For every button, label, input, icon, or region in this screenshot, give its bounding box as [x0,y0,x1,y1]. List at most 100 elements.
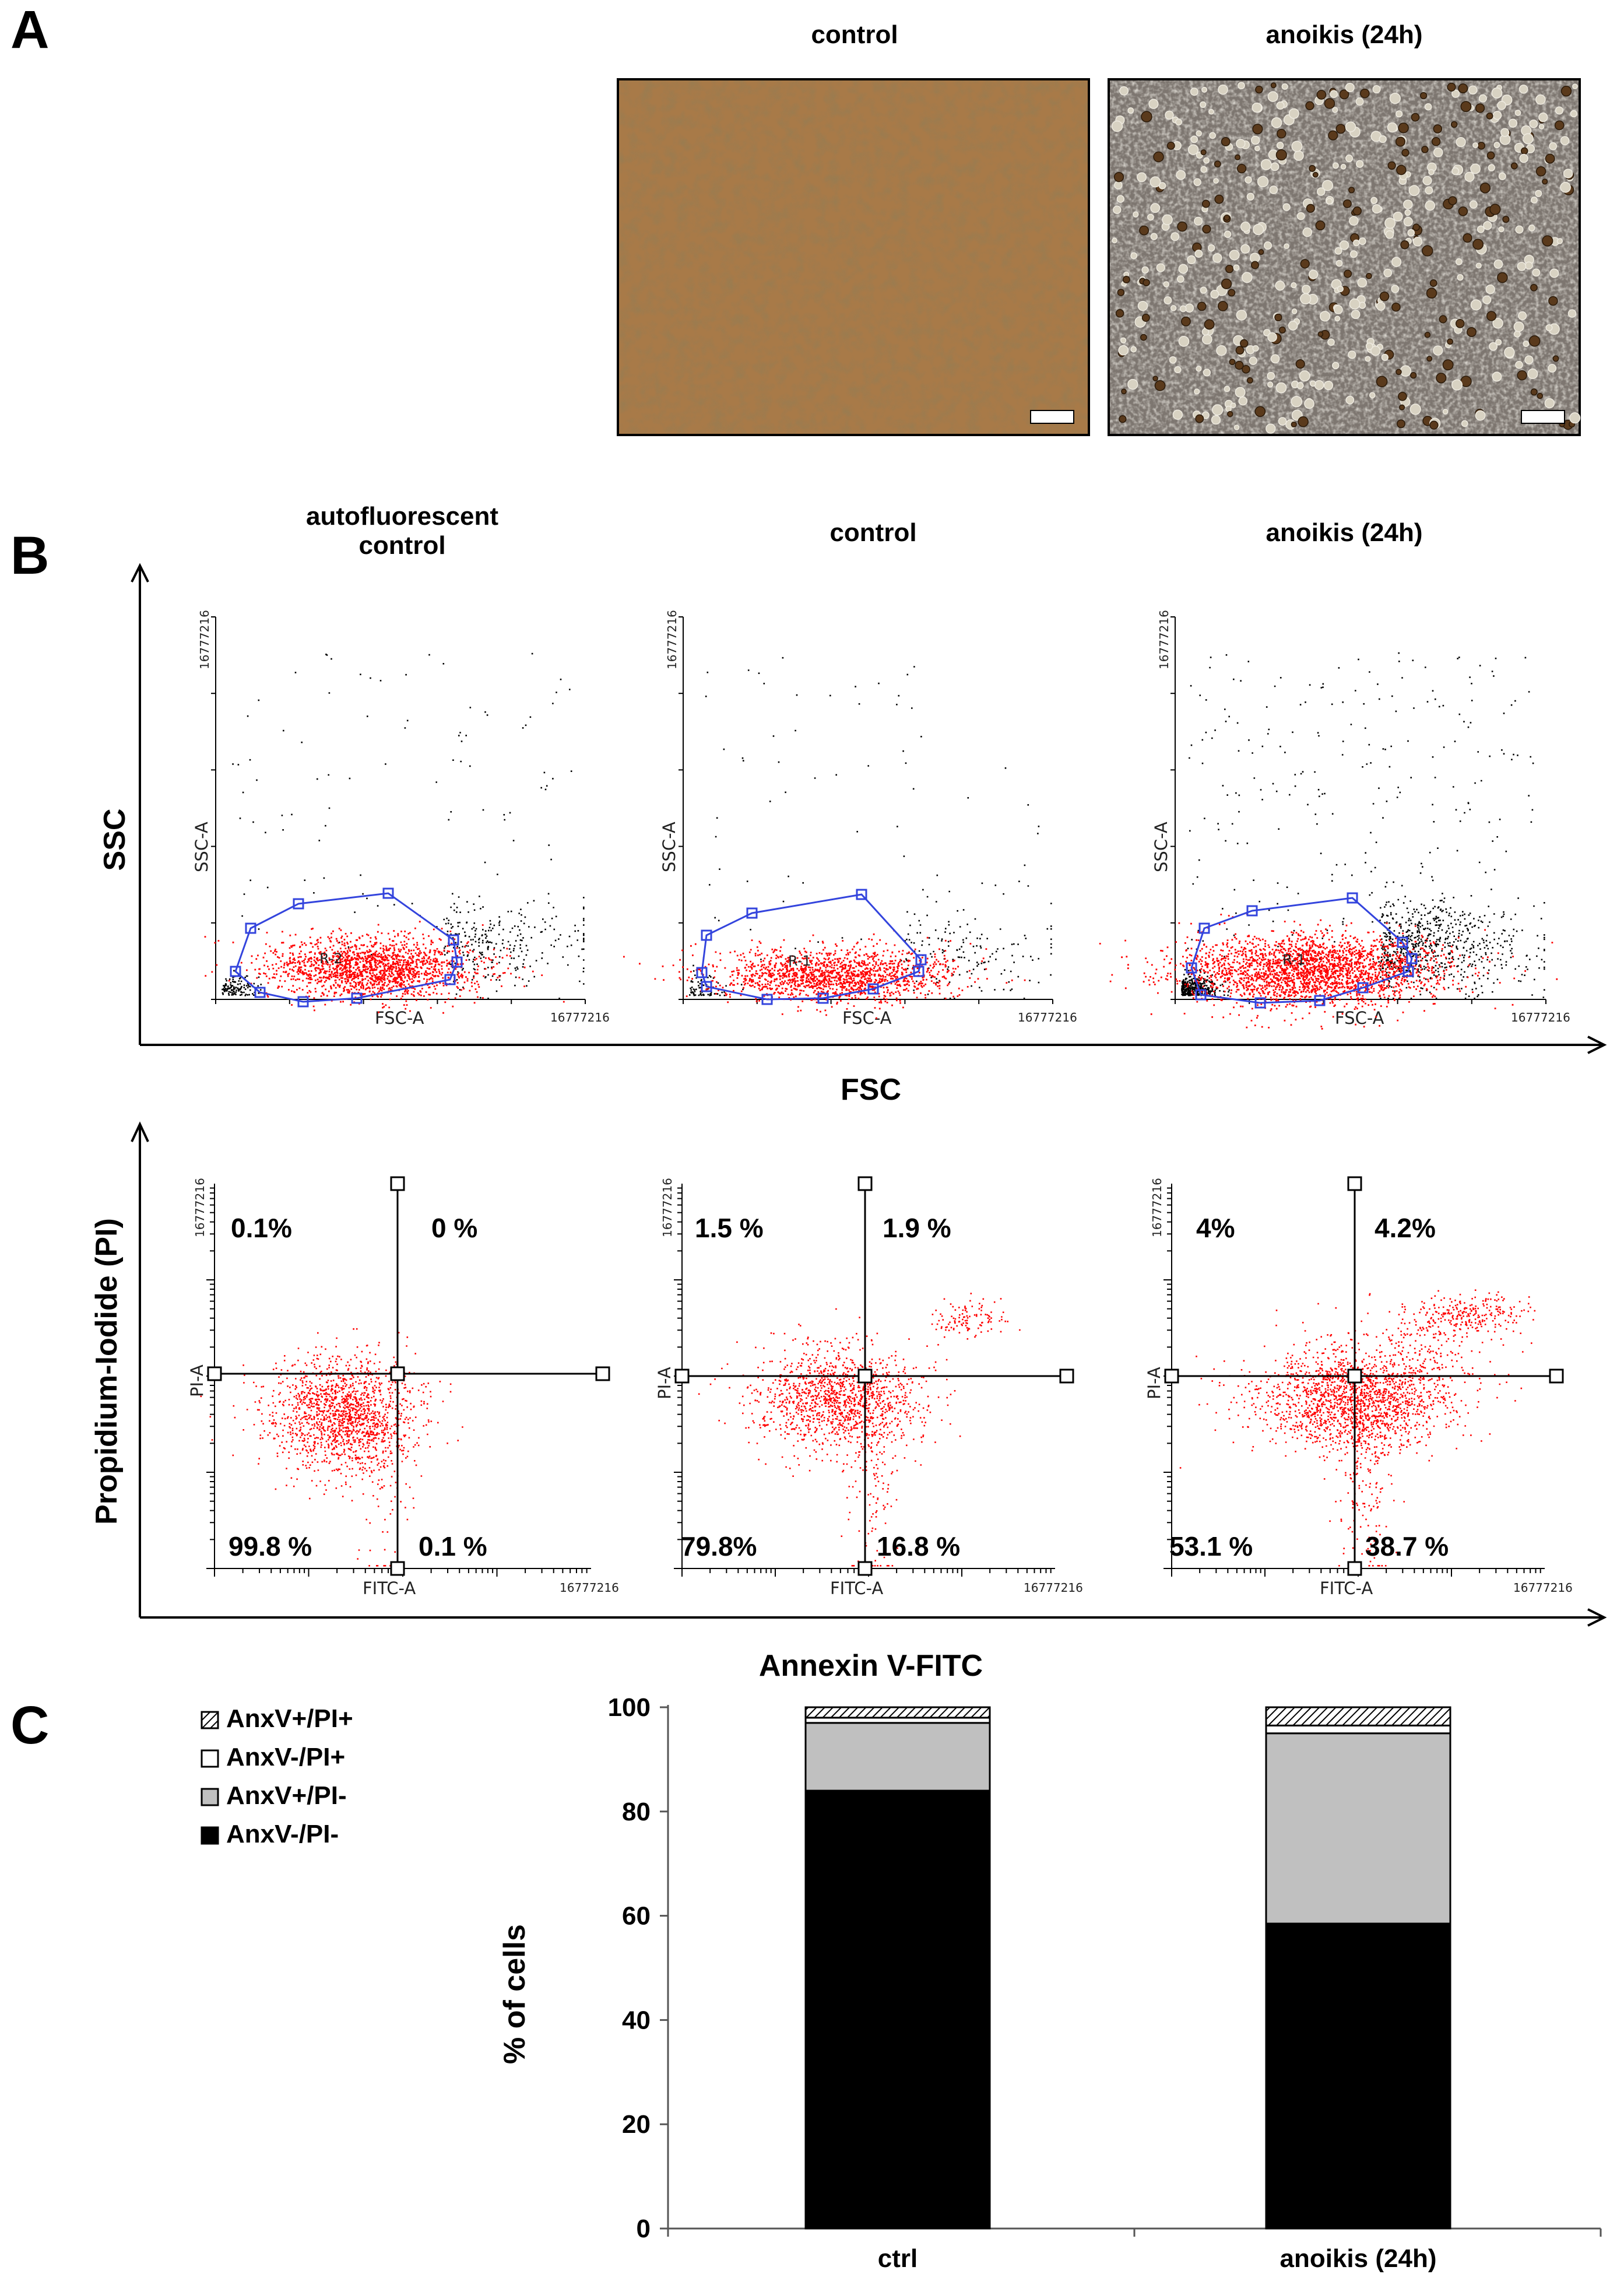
cell [1356,160,1364,168]
gate-handle [1195,989,1207,1001]
cell [1412,237,1423,247]
cell [1395,136,1406,147]
y-axis-max: 16777216 [193,1178,207,1237]
cell [1460,101,1472,113]
cell [1270,162,1279,171]
cell [1502,216,1510,223]
y-axis-max: 16777216 [1157,610,1171,669]
cell [1162,214,1173,226]
cell [1218,84,1228,95]
cell [1486,311,1497,321]
cell [1548,296,1558,306]
cell [1246,377,1253,384]
gate-handle [1406,953,1418,964]
cell [1284,243,1289,250]
cell [1252,345,1259,352]
gate-handle [696,967,708,978]
gate-handle [915,954,927,966]
cell [1500,128,1510,137]
cell [1542,235,1553,247]
cell [1236,138,1246,149]
cell [1221,137,1231,146]
cell [1190,135,1198,143]
cell [1510,162,1518,170]
gate-label: R-1 [1282,952,1306,968]
cell [1488,164,1495,171]
cell [1555,106,1564,115]
cell [1485,285,1495,294]
cell [1300,293,1312,305]
cell [1391,302,1401,312]
cell [1210,290,1219,299]
cell [1217,301,1228,311]
annexin-pi-plots: 16777216 PI-A FITC-A 16777216 16777216 PI-A FI… [187,1176,1573,1598]
cell [1147,213,1154,221]
cell [1514,110,1521,116]
cell [1493,259,1503,269]
ungated-events [689,657,1052,999]
cell [1470,163,1481,174]
cell [1532,268,1541,277]
cell [1391,257,1402,267]
gate-handle [382,887,394,899]
cell [1225,265,1234,273]
cell [1139,225,1150,236]
cell [1486,112,1493,120]
cell [1196,366,1202,372]
cell [1330,90,1338,99]
cell [1508,118,1518,128]
cell [1201,199,1210,208]
cell [1332,162,1339,169]
cell [1212,253,1222,263]
cell [1411,113,1420,122]
cell [1196,130,1202,137]
cell [1200,149,1207,156]
cell [1524,355,1534,364]
cell [1554,120,1565,131]
cell [1212,404,1224,416]
cell [1479,183,1491,194]
cell [1475,410,1486,421]
cell [1275,149,1287,161]
cell [1267,381,1274,388]
gate-handle [1402,966,1414,977]
cell [1345,83,1355,93]
cell [1517,370,1527,381]
cell [1545,324,1553,332]
micrograph-anoikis [1108,78,1581,436]
gate-handle [746,907,758,919]
gate-handle [297,996,309,1008]
fsc-axis-label: FSC-A [375,1008,424,1028]
cell [1187,255,1196,265]
panel-a-letter: A [10,0,49,59]
cell [1433,345,1443,356]
cell [1153,151,1164,163]
cell [1385,230,1394,239]
cell [1451,379,1463,391]
annexin-label: Annexin V-FITC [759,1649,983,1683]
cell [1376,376,1388,388]
cell [1342,199,1352,208]
cell [1113,171,1124,183]
cell [1399,404,1405,410]
y-axis-max: 16777216 [1150,1178,1164,1237]
stacked-bar-chart: 0 20 40 60 80 100 ctrl anoikis (24h) [608,1693,1602,2273]
cell [1240,244,1250,254]
cell [1258,249,1264,255]
cell [1324,98,1335,109]
y-tick-label: 100 [608,1693,651,1722]
cell [1537,392,1544,399]
cell [1497,100,1506,110]
cell [1456,136,1466,148]
cell [1216,345,1227,356]
cell [1410,372,1417,379]
gate-handle [913,966,925,977]
cell [1213,178,1219,184]
legend-swatch [201,1788,219,1806]
cell [1203,369,1211,377]
cell [1281,83,1288,90]
cell [1240,339,1249,348]
cell [1180,316,1191,327]
cell [1184,303,1194,313]
cell [1403,216,1413,227]
